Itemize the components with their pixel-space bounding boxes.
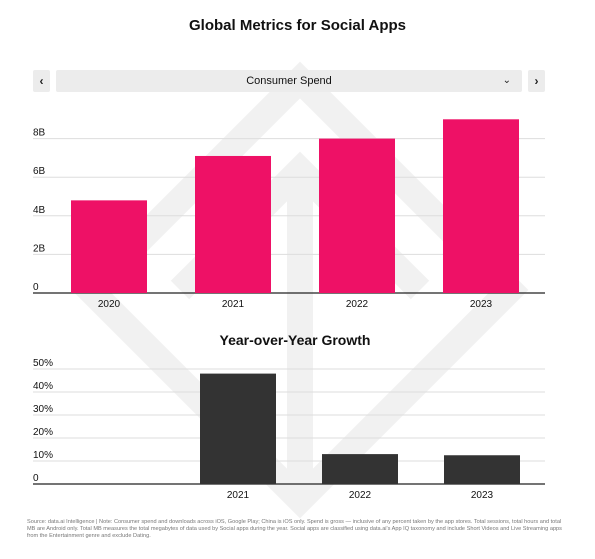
y-tick-label: 0 — [33, 473, 39, 484]
x-tick-label: 2022 — [349, 490, 372, 501]
consumer-spend-chart: 0 2B 4B 6B 8B 2020 2021 2022 2023 — [33, 119, 545, 310]
y-tick-label: 20% — [33, 427, 53, 438]
bar-2021[interactable] — [200, 373, 276, 484]
bar-2023[interactable] — [444, 455, 520, 484]
chevron-left-icon: ‹ — [39, 74, 44, 88]
y-tick-label: 6B — [33, 166, 46, 177]
yoy-growth-chart: Year-over-Year Growth 0 10% 20% 30% 40% 50% 202… — [33, 332, 545, 501]
source-footnote: Source: data.ai Intelligence | Note: Con… — [27, 519, 562, 539]
bar-2022[interactable] — [319, 138, 395, 293]
metric-selector: ‹ Consumer Spend ⌄ › — [33, 70, 545, 92]
previous-metric-button[interactable]: ‹ — [33, 70, 50, 92]
bar-2023[interactable] — [443, 119, 519, 293]
bar-2021[interactable] — [195, 155, 271, 293]
y-tick-label: 10% — [33, 450, 53, 461]
chevron-right-icon: › — [534, 74, 539, 88]
y-tick-label: 4B — [33, 205, 46, 216]
metric-dropdown[interactable]: Consumer Spend ⌄ — [56, 70, 522, 92]
x-tick-label: 2021 — [222, 299, 245, 310]
chart-title: Year-over-Year Growth — [220, 332, 371, 348]
next-metric-button[interactable]: › — [528, 70, 545, 92]
y-tick-label: 0 — [33, 282, 39, 293]
x-tick-label: 2020 — [98, 299, 121, 310]
x-tick-label: 2021 — [227, 490, 250, 501]
selected-metric-label: Consumer Spend — [246, 75, 332, 87]
y-tick-label: 40% — [33, 381, 53, 392]
page-title: Global Metrics for Social Apps — [189, 17, 406, 34]
y-tick-label: 50% — [33, 358, 53, 369]
y-tick-label: 8B — [33, 128, 46, 139]
bar-2020[interactable] — [71, 200, 147, 293]
x-tick-label: 2023 — [470, 299, 493, 310]
y-tick-label: 30% — [33, 404, 53, 415]
x-tick-label: 2022 — [346, 299, 369, 310]
bar-2022[interactable] — [322, 454, 398, 484]
y-tick-label: 2B — [33, 243, 46, 254]
chevron-down-icon: ⌄ — [502, 75, 511, 86]
x-tick-label: 2023 — [471, 490, 494, 501]
